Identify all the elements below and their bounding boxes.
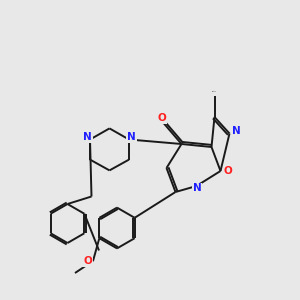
Text: N: N: [83, 132, 92, 142]
Text: O: O: [224, 166, 232, 176]
Text: N: N: [193, 183, 202, 194]
Text: O: O: [83, 256, 92, 266]
Text: methyl: methyl: [212, 91, 217, 92]
Text: O: O: [158, 113, 166, 123]
Text: N: N: [127, 132, 136, 142]
Text: N: N: [232, 126, 241, 136]
